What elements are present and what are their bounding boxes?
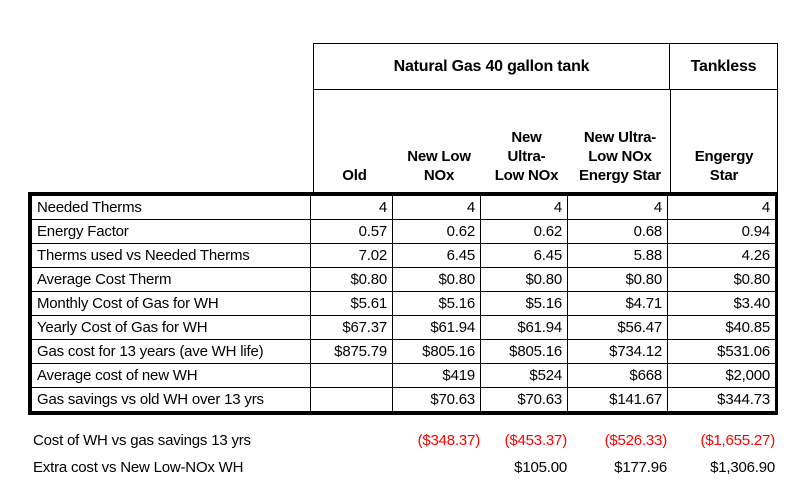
- cell: [313, 454, 395, 481]
- cell: $67.37: [310, 315, 393, 340]
- cell: 4: [310, 195, 393, 220]
- summary-table: Cost of WH vs gas savings 13 yrs ($348.3…: [28, 427, 778, 481]
- row-label: Extra cost vs New Low-NOx WH: [33, 459, 244, 476]
- row-label: Gas savings vs old WH over 13 yrs: [31, 387, 311, 412]
- cell: ($348.37): [417, 432, 481, 449]
- cell: $875.79: [310, 339, 393, 364]
- cell: $3.40: [667, 291, 776, 316]
- cost-comparison-table: Needed Therms 4 4 4 4 4 Energy Factor 0.…: [28, 192, 778, 415]
- cell: $56.47: [567, 315, 668, 340]
- cell: 4.26: [667, 243, 776, 268]
- cell: $5.16: [392, 291, 481, 316]
- cell: 4: [392, 195, 481, 220]
- cell: $734.12: [567, 339, 668, 364]
- cell: 7.02: [310, 243, 393, 268]
- cell: $40.85: [667, 315, 776, 340]
- row-label: Needed Therms: [31, 195, 311, 220]
- cell: $177.96: [614, 459, 667, 476]
- cell: $805.16: [392, 339, 481, 364]
- cell: $61.94: [480, 315, 568, 340]
- row-label: Therms used vs Needed Therms: [31, 243, 311, 268]
- column-header-block: Natural Gas 40 gallon tank Tankless Old …: [313, 43, 778, 192]
- cell: 6.45: [392, 243, 481, 268]
- row-label: Average cost of new WH: [31, 363, 311, 388]
- cell: $105.00: [514, 459, 567, 476]
- cell: ($526.33): [604, 432, 668, 449]
- column-header-new-ultra-low-nox-energy-star: New Ultra- Low NOx Energy Star: [579, 129, 661, 184]
- cell: $344.73: [667, 387, 776, 412]
- cell: $70.63: [480, 387, 568, 412]
- cell: [310, 363, 393, 388]
- cell: $0.80: [567, 267, 668, 292]
- cell: $0.80: [392, 267, 481, 292]
- column-header-old: Old: [313, 90, 395, 192]
- table-row: Therms used vs Needed Therms 7.02 6.45 6…: [31, 243, 776, 268]
- cell: ($453.37): [504, 432, 568, 449]
- cell: $0.80: [310, 267, 393, 292]
- cell: $5.16: [480, 291, 568, 316]
- cell: $0.80: [667, 267, 776, 292]
- summary-row-cost-vs-savings: Cost of WH vs gas savings 13 yrs ($348.3…: [28, 427, 778, 454]
- cell: [395, 454, 483, 481]
- group-header-natural-gas: Natural Gas 40 gallon tank: [313, 43, 670, 90]
- table-row: Monthly Cost of Gas for WH $5.61 $5.16 $…: [31, 291, 776, 316]
- cell: 4: [480, 195, 568, 220]
- cell: $524: [480, 363, 568, 388]
- cell: [313, 427, 395, 454]
- data-table: Needed Therms 4 4 4 4 4 Energy Factor 0.…: [31, 195, 776, 412]
- cell: $61.94: [392, 315, 481, 340]
- cell: $4.71: [567, 291, 668, 316]
- cell: $141.67: [567, 387, 668, 412]
- column-header-new-low-nox: New Low NOx: [407, 148, 471, 184]
- cell: 5.88: [567, 243, 668, 268]
- cell: 6.45: [480, 243, 568, 268]
- summary-row-extra-cost: Extra cost vs New Low-NOx WH $105.00 $17…: [28, 454, 778, 481]
- column-header-new-ultra-low-nox: New Ultra- Low NOx: [494, 129, 559, 184]
- row-label: Cost of WH vs gas savings 13 yrs: [33, 432, 251, 449]
- cell: $1,306.90: [710, 459, 775, 476]
- group-header-tankless: Tankless: [670, 43, 778, 90]
- row-label: Energy Factor: [31, 219, 311, 244]
- group-header-row: Natural Gas 40 gallon tank Tankless: [313, 43, 778, 90]
- table-row: Gas savings vs old WH over 13 yrs $70.63…: [31, 387, 776, 412]
- table-row: Average cost of new WH $419 $524 $668 $2…: [31, 363, 776, 388]
- summary-rows: Cost of WH vs gas savings 13 yrs ($348.3…: [28, 427, 778, 481]
- cell: $0.80: [480, 267, 568, 292]
- cell: 0.57: [310, 219, 393, 244]
- row-label: Gas cost for 13 years (ave WH life): [31, 339, 311, 364]
- column-header-row: Old New Low NOx New Ultra- Low NOx New U…: [313, 90, 778, 192]
- table-row: Energy Factor 0.57 0.62 0.62 0.68 0.94: [31, 219, 776, 244]
- cell: 0.62: [480, 219, 568, 244]
- row-label: Yearly Cost of Gas for WH: [31, 315, 311, 340]
- cell: $419: [392, 363, 481, 388]
- cell: $70.63: [392, 387, 481, 412]
- cell: 0.62: [392, 219, 481, 244]
- row-label: Average Cost Therm: [31, 267, 311, 292]
- table-row: Gas cost for 13 years (ave WH life) $875…: [31, 339, 776, 364]
- table-row: Yearly Cost of Gas for WH $67.37 $61.94 …: [31, 315, 776, 340]
- table-row: Average Cost Therm $0.80 $0.80 $0.80 $0.…: [31, 267, 776, 292]
- cell: $531.06: [667, 339, 776, 364]
- row-label: Monthly Cost of Gas for WH: [31, 291, 311, 316]
- cell: 4: [567, 195, 668, 220]
- cell: $5.61: [310, 291, 393, 316]
- column-header-engergy-star: Engergy Star: [670, 90, 778, 192]
- cell: $805.16: [480, 339, 568, 364]
- cell: 0.94: [667, 219, 776, 244]
- cell: $2,000: [667, 363, 776, 388]
- table-row: Needed Therms 4 4 4 4 4: [31, 195, 776, 220]
- cell: $668: [567, 363, 668, 388]
- cell: ($1,655.27): [700, 432, 775, 449]
- cell: 4: [667, 195, 776, 220]
- cell: 0.68: [567, 219, 668, 244]
- cell: [310, 387, 393, 412]
